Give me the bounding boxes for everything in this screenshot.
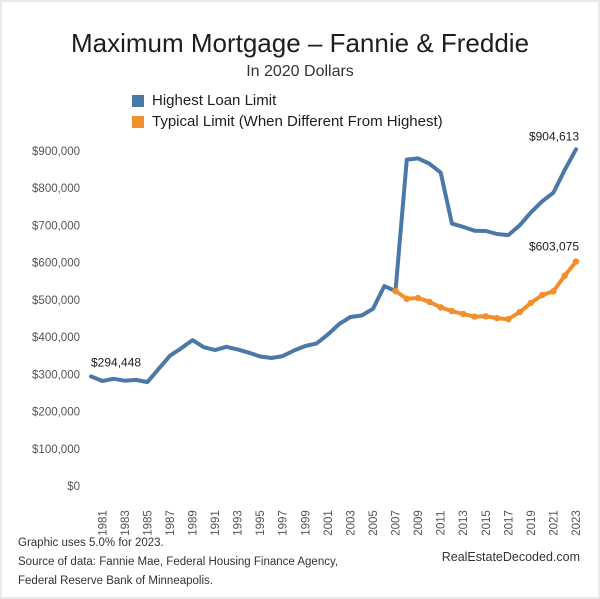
x-tick-label: 2013 <box>458 510 470 536</box>
data-point-typical <box>426 298 433 305</box>
legend-item-typical: Typical Limit (When Different From Highe… <box>132 111 443 132</box>
legend-label-typical: Typical Limit (When Different From Highe… <box>152 113 443 130</box>
x-tick-label: 1999 <box>300 510 312 536</box>
x-tick-label: 1997 <box>278 510 290 536</box>
y-tick-label: $0 <box>67 481 80 493</box>
x-tick-label: 1989 <box>188 510 200 536</box>
footnote-line-1: Graphic uses 5.0% for 2023. <box>18 537 164 549</box>
x-tick-label: 2001 <box>323 510 335 536</box>
data-point-typical <box>527 299 535 307</box>
y-tick-label: $800,000 <box>32 183 80 195</box>
data-point-typical <box>539 291 546 299</box>
data-point-typical <box>448 307 456 315</box>
x-tick-label: 2017 <box>503 510 515 536</box>
x-tick-label: 1995 <box>255 510 267 536</box>
data-point-typical <box>392 287 399 295</box>
data-point-typical <box>403 295 410 302</box>
x-tick-label: 1991 <box>210 510 222 536</box>
footnote: Graphic uses 5.0% for 2023. Source of da… <box>18 534 338 591</box>
data-point-typical <box>493 314 501 322</box>
y-tick-label: $500,000 <box>32 295 80 307</box>
x-tick-label: 2023 <box>571 510 583 536</box>
y-tick-label: $200,000 <box>32 407 80 419</box>
y-tick-label: $100,000 <box>32 444 80 456</box>
data-label: $904,613 <box>529 129 579 143</box>
chart-legend: Highest Loan Limit Typical Limit (When D… <box>132 90 443 132</box>
brand-credit: RealEstateDecoded.com <box>441 550 580 564</box>
x-tick-label: 2015 <box>481 510 493 536</box>
y-tick-label: $900,000 <box>32 146 80 158</box>
x-tick-label: 2007 <box>391 510 403 536</box>
chart-title: Maximum Mortgage – Fannie & Freddie <box>70 28 530 58</box>
y-tick-label: $600,000 <box>32 258 80 270</box>
x-tick-label: 1993 <box>233 510 245 536</box>
y-tick-label: $400,000 <box>32 332 80 344</box>
data-point-typical <box>561 272 568 279</box>
data-point-typical <box>572 258 580 265</box>
x-tick-label: 1983 <box>120 510 132 536</box>
data-point-typical <box>505 316 512 323</box>
legend-label-highest: Highest Loan Limit <box>152 92 277 109</box>
data-point-typical <box>460 310 467 318</box>
data-point-typical <box>516 309 523 316</box>
data-point-typical <box>550 288 557 295</box>
x-tick-label: 2009 <box>413 510 425 536</box>
legend-item-highest: Highest Loan Limit <box>132 90 443 111</box>
data-label: $294,448 <box>91 355 141 369</box>
data-label: $603,075 <box>529 240 579 254</box>
data-point-typical <box>471 313 478 320</box>
x-tick-label: 2011 <box>436 511 448 536</box>
x-tick-label: 2021 <box>548 510 560 536</box>
footnote-line-2: Source of data: Fannie Mae, Federal Hous… <box>18 556 339 568</box>
data-point-typical <box>414 294 422 302</box>
x-tick-label: 1987 <box>165 510 177 536</box>
x-tick-label: 2003 <box>345 510 357 536</box>
y-tick-label: $700,000 <box>32 220 80 232</box>
series-line-highest <box>89 147 578 385</box>
x-tick-label: 1981 <box>97 510 109 536</box>
x-tick-label: 2005 <box>368 510 380 536</box>
y-tick-label: $300,000 <box>32 369 80 381</box>
data-point-typical <box>437 304 444 311</box>
x-tick-label: 2019 <box>526 510 538 536</box>
chart-subtitle: In 2020 Dollars <box>246 63 354 80</box>
legend-swatch-highest <box>132 94 144 107</box>
series-line-typical <box>393 259 578 322</box>
data-point-typical <box>482 313 489 320</box>
x-tick-label: 1985 <box>142 510 154 536</box>
footnote-line-3: Federal Reserve Bank of Minneapolis. <box>18 575 213 587</box>
legend-swatch-typical <box>132 115 144 128</box>
